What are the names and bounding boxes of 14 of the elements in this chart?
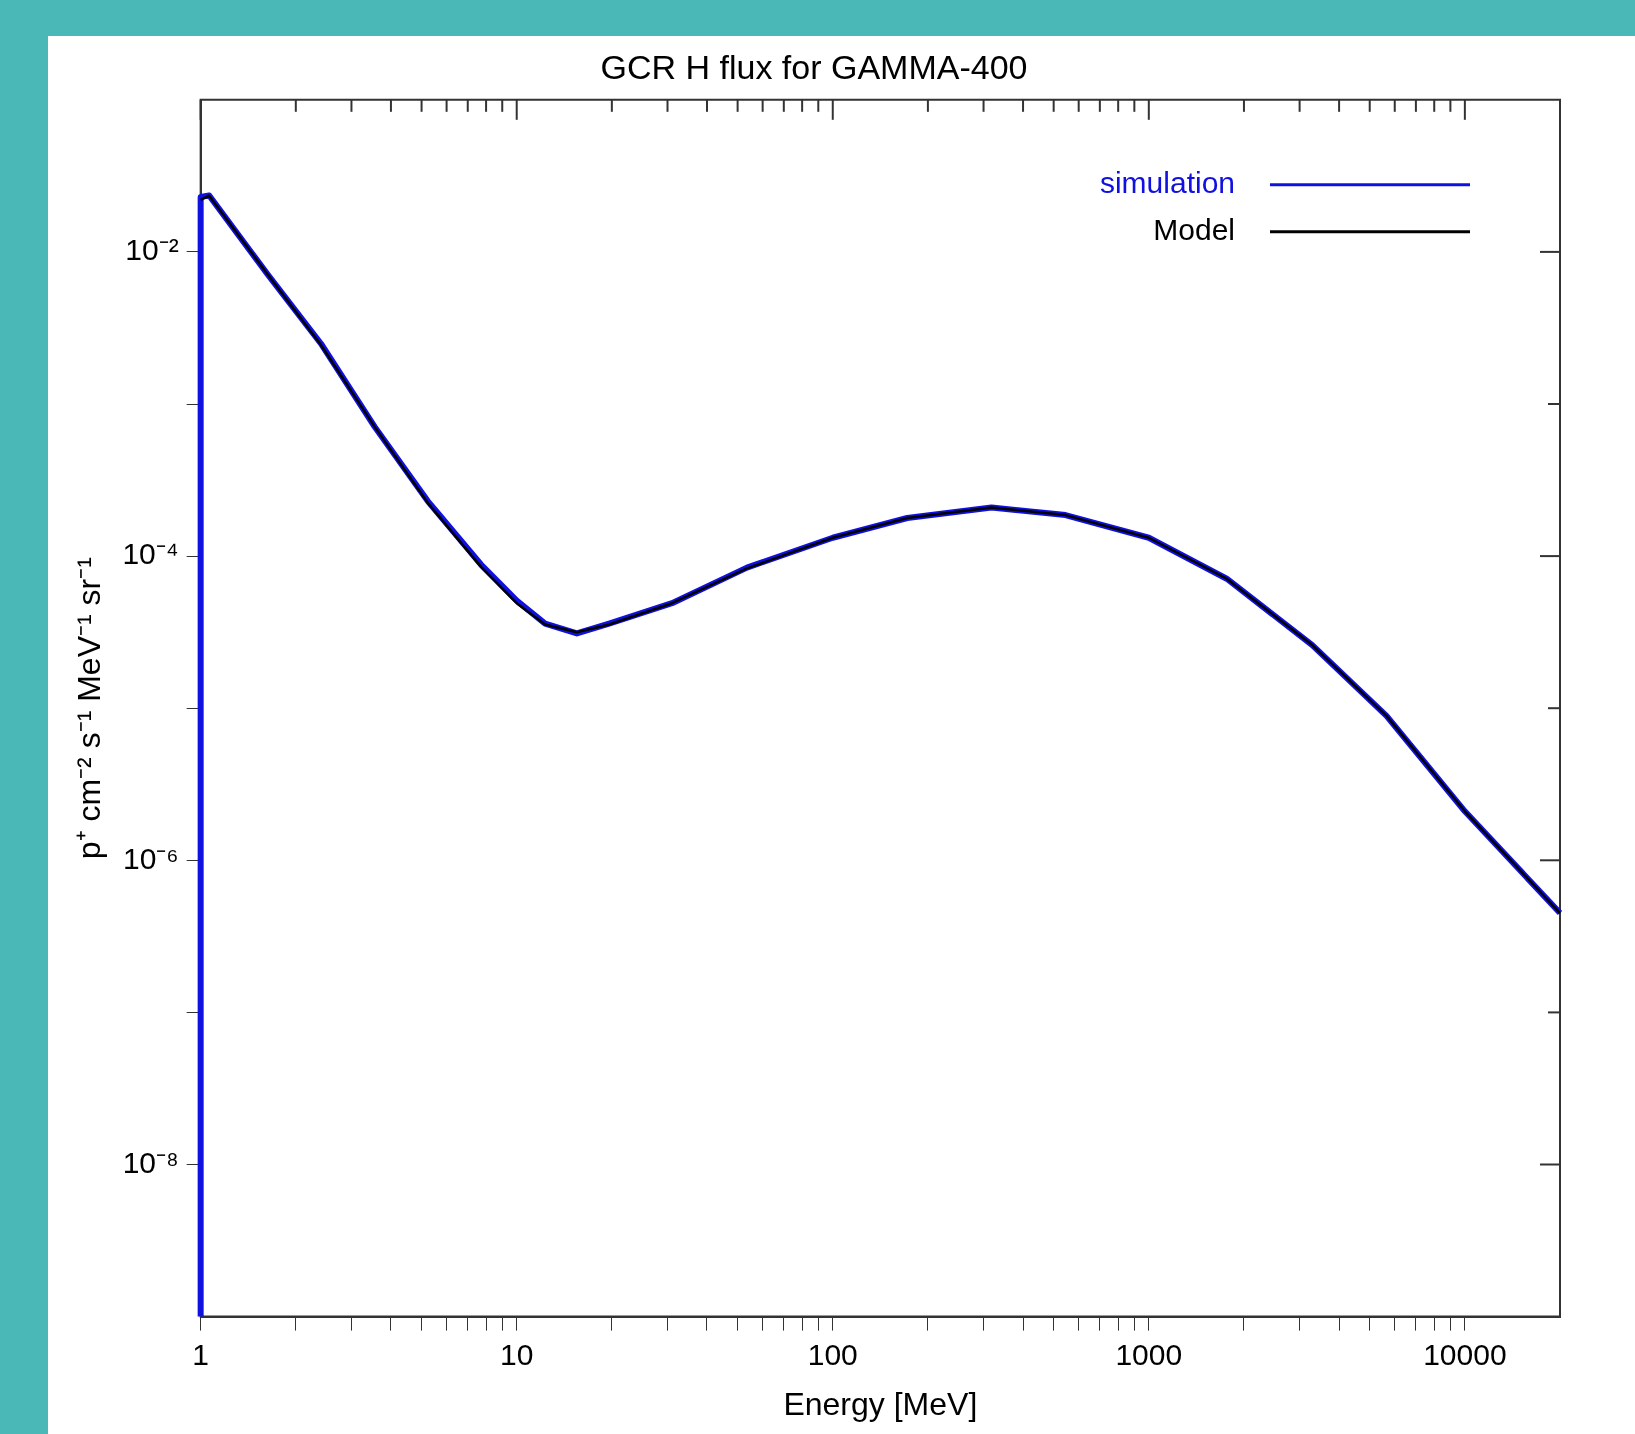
y-tick-label: 10⁻⁸ [122, 1145, 179, 1179]
text: Model [1153, 213, 1235, 247]
x-tick-label: 10000 [1423, 1337, 1507, 1371]
chart-title: GCR H flux for GAMMA-400 [600, 47, 1028, 86]
x-tick-label: 1000 [1115, 1337, 1183, 1371]
y-axis-title: p⁺ cm⁻² s⁻¹ MeV⁻¹ sr⁻¹ [71, 557, 108, 860]
text: simulation [1099, 166, 1235, 200]
y-tick-label: 10⁻⁴ [122, 537, 179, 571]
x-tick-label: 100 [807, 1337, 858, 1371]
x-tick-label: 1 [192, 1337, 209, 1371]
y-tick-label: 10⁻⁶ [122, 841, 179, 875]
x-axis-title: Energy [MeV] [783, 1385, 978, 1422]
x-tick-label: 10 [500, 1337, 534, 1371]
y-tick-label: 10⁻² [125, 233, 179, 267]
